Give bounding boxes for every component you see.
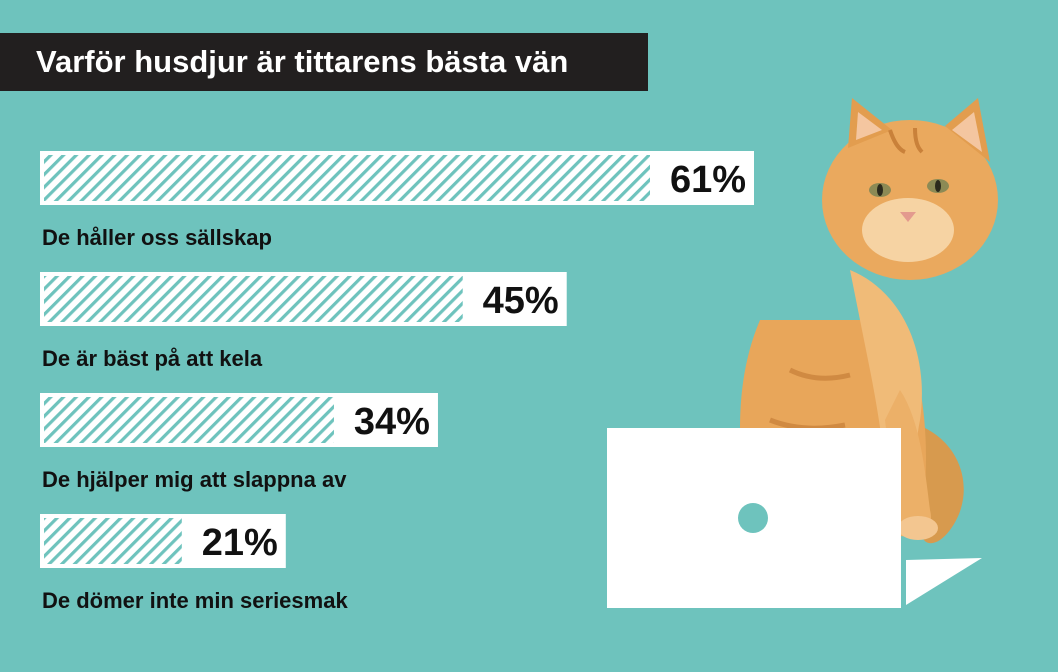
bar-value-label-1: 61% bbox=[670, 159, 746, 201]
category-label-4: De dömer inte min seriesmak bbox=[42, 588, 348, 613]
bar-value-label-3: 34% bbox=[354, 401, 430, 443]
cat-with-laptop-illustration bbox=[607, 98, 998, 608]
bar-value-label-4: 21% bbox=[202, 522, 278, 564]
bar-hatch-2 bbox=[44, 276, 463, 322]
bar-hatch-4 bbox=[44, 518, 182, 564]
category-label-2: De är bäst på att kela bbox=[42, 346, 263, 371]
chart-title: Varför husdjur är tittarens bästa vän bbox=[0, 33, 648, 91]
bar-hatch-1 bbox=[44, 155, 650, 201]
laptop-icon bbox=[607, 428, 982, 608]
bar-chart: 61% De håller oss sällskap 45% De är bäst p… bbox=[40, 151, 754, 613]
bar-value-label-2: 45% bbox=[483, 280, 559, 322]
bar-hatch-3 bbox=[44, 397, 334, 443]
category-label-3: De hjälper mig att slappna av bbox=[42, 467, 347, 492]
category-label-1: De håller oss sällskap bbox=[42, 225, 272, 250]
